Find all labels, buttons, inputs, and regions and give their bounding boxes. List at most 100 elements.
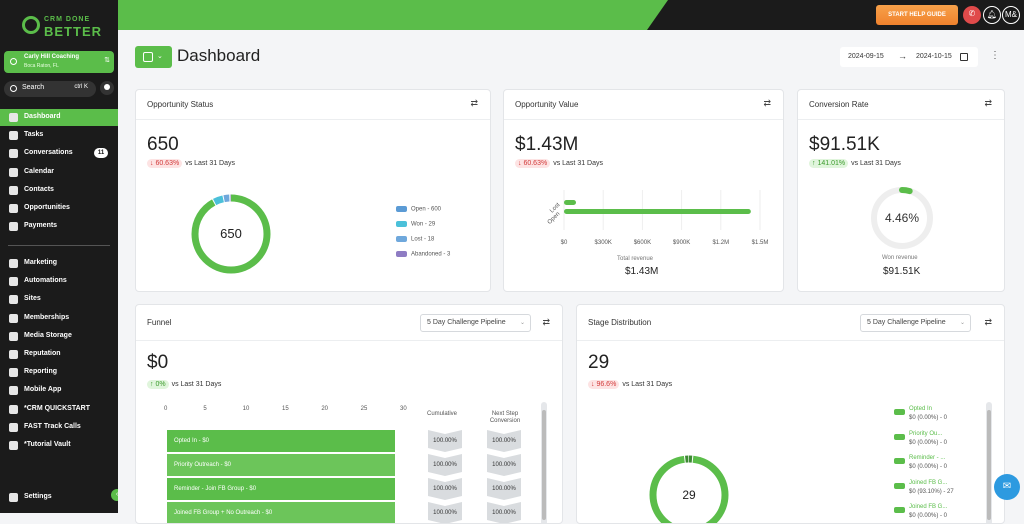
legend-item[interactable]: Abandoned - 3: [396, 251, 450, 258]
legend-item[interactable]: Joined FB G... $0 (93.10%) - 27: [894, 479, 954, 497]
next-step-value: 100.00%: [487, 430, 521, 452]
swap-icon[interactable]: ⇄: [984, 317, 992, 327]
sidebar-item-label: *CRM QUICKSTART: [24, 404, 90, 412]
swap-icon[interactable]: ⇄: [763, 98, 771, 108]
sidebar-item-conversations[interactable]: Conversations 11: [0, 145, 118, 162]
pipeline-select[interactable]: 5 Day Challenge Pipeline ⌄: [420, 314, 531, 332]
delta-badge: ↑ 141.01% vs Last 31 Days: [809, 159, 901, 169]
legend-swatch: [894, 482, 905, 489]
start-help-guide-button[interactable]: START HELP GUIDE: [876, 5, 958, 25]
chevron-down-icon: ⌄: [959, 320, 965, 326]
legend-detail: $0 (0.00%) - 0: [909, 464, 948, 470]
delta-badge: ↓ 96.6% vs Last 31 Days: [588, 380, 672, 390]
sidebar-item-memberships[interactable]: Memberships: [0, 310, 118, 327]
sidebar-item-reputation[interactable]: Reputation: [0, 346, 118, 363]
bell-icon[interactable]: 🔔︎: [983, 6, 1001, 24]
legend-item[interactable]: Open - 600: [396, 206, 441, 213]
legend-item[interactable]: Joined FB G... $0 (0.00%) - 0: [894, 503, 947, 521]
brand-logo[interactable]: CRM DONE BETTER: [22, 14, 102, 39]
sidebar-item-label: Marketing: [24, 259, 58, 266]
funnel-scrollbar[interactable]: [541, 402, 547, 523]
search-button[interactable]: Search ctrl K: [4, 81, 96, 97]
bar-lost[interactable]: [564, 200, 576, 205]
sidebar-item-tutorial-vault[interactable]: *Tutorial Vault: [0, 437, 118, 454]
legend-name: Opted In: [909, 406, 933, 412]
pipeline-select[interactable]: 5 Day Challenge Pipeline ⌄: [860, 314, 971, 332]
sidebar: CRM DONE BETTER Carly Hill Coaching Boca…: [0, 0, 123, 513]
funnel-stage-bar[interactable]: Opted In - $0: [167, 430, 396, 452]
avatar[interactable]: M&: [1002, 6, 1020, 24]
delta-badge: ↓ 60.63% vs Last 31 Days: [515, 159, 603, 169]
legend-name: Priority Ou...: [909, 430, 943, 437]
bar-open[interactable]: [564, 209, 751, 214]
sidebar-item-opportunities[interactable]: Opportunities: [0, 200, 118, 217]
phone-icon[interactable]: ✆: [963, 6, 981, 24]
unread-badge: 11: [94, 148, 108, 159]
legend-item[interactable]: Won - 29: [396, 221, 435, 228]
sidebar-item-calendar[interactable]: Calendar: [0, 164, 118, 181]
swap-icon[interactable]: ⇄: [470, 98, 478, 108]
account-switcher[interactable]: Carly Hill Coaching Boca Raton, FL ⇅: [4, 51, 114, 73]
delta-value: 96.6%: [596, 381, 617, 388]
sidebar-item-sites[interactable]: Sites: [0, 291, 118, 308]
opportunity-status-donut: 650: [191, 194, 271, 274]
date-range-picker[interactable]: 2024-09-15 → 2024-10-15: [840, 47, 978, 67]
sidebar-item-marketing[interactable]: Marketing: [0, 255, 118, 272]
sidebar-item-crm-quickstart[interactable]: *CRM QUICKSTART: [0, 401, 118, 418]
sidebar-item-contacts[interactable]: Contacts: [0, 182, 118, 199]
sidebar-item-tasks[interactable]: Tasks: [0, 127, 118, 144]
sidebar-item-fast-track-calls[interactable]: FAST Track Calls: [0, 419, 118, 436]
legend-detail: $0 (0.00%) - 0: [909, 513, 948, 519]
link-icon: [9, 422, 18, 432]
mobile-icon: [9, 386, 18, 396]
opportunity-value: $1.43M: [515, 134, 579, 155]
donut-slice[interactable]: [649, 455, 729, 524]
legend-name: Joined FB G...: [909, 504, 948, 510]
card-title: Opportunity Value: [515, 100, 579, 109]
legend-item[interactable]: Lost - 18: [396, 236, 434, 243]
conversion-value: $91.51K: [809, 134, 880, 155]
dashboard-switcher-button[interactable]: ⌄: [135, 46, 172, 68]
sidebar-item-label: Contacts: [24, 185, 54, 193]
legend-item[interactable]: Opted In $0 (0.00%) - 0: [894, 405, 947, 423]
delta-compare: vs Last 31 Days: [553, 160, 604, 167]
funnel-stage-bar[interactable]: Joined FB Group + No Outreach - $0: [167, 502, 396, 523]
opportunity-status-card: Opportunity Status ⇄ 650 ↓ 60.63% vs Last…: [135, 89, 491, 292]
sidebar-item-reporting[interactable]: Reporting: [0, 364, 118, 381]
total-revenue-value: $1.43M: [625, 266, 659, 277]
account-name: Carly Hill Coaching: [24, 54, 80, 60]
automations-icon: [9, 277, 18, 287]
donut-center-label: 29: [682, 488, 696, 502]
legend-item[interactable]: Reminder - ... $0 (0.00%) - 0: [894, 454, 947, 472]
calendar-icon: [960, 53, 968, 61]
conversion-rate-card: Conversion Rate ⇄ $91.51K ↑ 141.01% vs La…: [797, 89, 1005, 292]
more-options-icon[interactable]: ⋮: [990, 50, 1000, 61]
donut-slice[interactable]: [649, 455, 729, 524]
legend-item[interactable]: Priority Ou... $0 (0.00%) - 0: [894, 430, 947, 448]
sidebar-item-label: Reputation: [24, 350, 61, 357]
sidebar-item-media-storage[interactable]: Media Storage: [0, 328, 118, 345]
sidebar-item-settings[interactable]: Settings: [0, 489, 118, 506]
chat-support-icon[interactable]: ✉: [994, 474, 1020, 500]
card-header: Conversion Rate ⇄: [798, 90, 1004, 120]
user-icon[interactable]: [100, 81, 114, 95]
donut-slice[interactable]: [191, 194, 271, 274]
x-tick-label: $0: [561, 240, 568, 246]
swap-icon[interactable]: ⇄: [984, 98, 992, 108]
pipeline-select-value: 5 Day Challenge Pipeline: [867, 319, 946, 326]
funnel-stage-bar[interactable]: Priority Outreach - $0: [167, 454, 396, 476]
swap-icon[interactable]: ⇄: [542, 317, 550, 327]
sidebar-item-label: *Tutorial Vault: [24, 441, 71, 448]
funnel-stage-bar[interactable]: Reminder - Join FB Group - $0: [167, 478, 396, 500]
sidebar-item-mobile-app[interactable]: Mobile App: [0, 382, 118, 399]
sidebar-item-dashboard[interactable]: Dashboard: [0, 109, 118, 126]
legend-label: Won - 29: [411, 221, 436, 228]
sidebar-item-automations[interactable]: Automations: [0, 273, 118, 290]
legend-scrollbar[interactable]: [986, 402, 992, 523]
cumulative-value: 100.00%: [428, 502, 462, 523]
sidebar-item-label: Payments: [24, 222, 58, 230]
x-tick-label: $1.5M: [752, 240, 769, 246]
x-tick-label: $600K: [634, 240, 651, 246]
legend-detail: $0 (93.10%) - 27: [909, 488, 954, 495]
sidebar-item-payments[interactable]: Payments: [0, 218, 118, 235]
